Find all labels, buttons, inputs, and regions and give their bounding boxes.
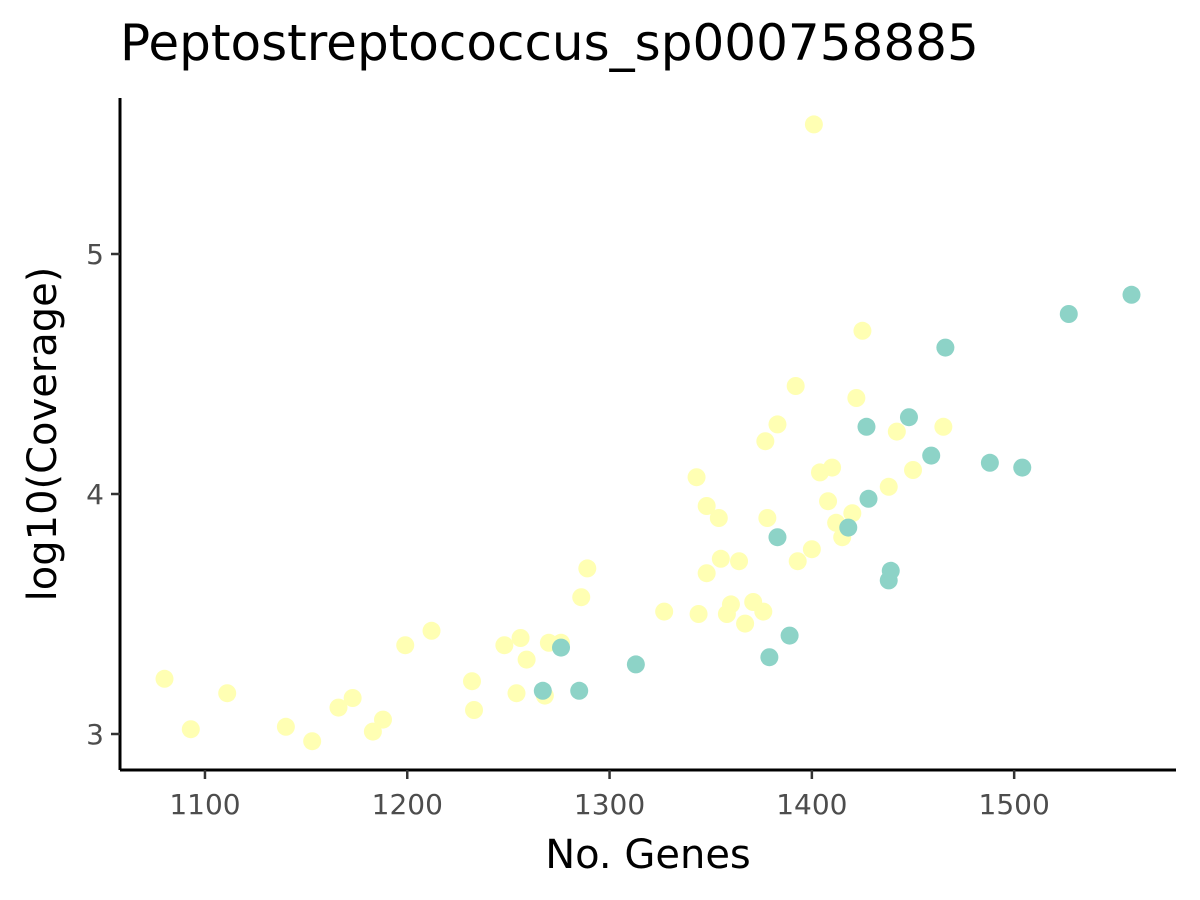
data-point: [343, 689, 362, 707]
data-point: [754, 602, 773, 621]
data-point: [786, 377, 805, 395]
ticks-layer: 1100 1200 1300 1400 1500 3 4 5: [86, 238, 1050, 821]
data-point: [721, 595, 740, 614]
data-point: [847, 389, 866, 407]
axes-layer: [118, 98, 1176, 772]
data-point: [181, 720, 200, 739]
data-point: [839, 518, 858, 537]
x-tick-label: 1500: [979, 788, 1050, 821]
data-point: [155, 669, 174, 688]
data-point: [922, 446, 941, 465]
data-point: [711, 549, 730, 568]
data-point: [697, 497, 716, 515]
data-point: [780, 626, 799, 645]
data-point: [758, 509, 777, 527]
data-point: [303, 732, 322, 751]
x-tick-label: 1200: [372, 788, 443, 821]
data-point: [465, 701, 484, 719]
data-point: [802, 540, 821, 559]
data-point: [819, 492, 838, 511]
y-tick-label: 5: [86, 238, 104, 271]
y-tick-label: 3: [86, 718, 104, 751]
data-point: [736, 614, 755, 633]
data-point: [756, 432, 775, 451]
data-point: [936, 338, 955, 357]
data-point: [218, 684, 237, 703]
data-point: [495, 636, 514, 655]
data-point: [533, 681, 552, 700]
data-point: [857, 417, 876, 436]
points-layer: [155, 115, 1141, 751]
y-tick-label: 4: [86, 478, 104, 511]
data-point: [730, 552, 749, 571]
data-point: [899, 408, 918, 427]
data-point: [859, 489, 878, 508]
data-point: [422, 621, 441, 640]
x-tick-label: 1300: [574, 788, 645, 821]
x-tick-label: 1100: [169, 788, 240, 821]
data-point: [760, 648, 779, 667]
data-point: [687, 468, 706, 487]
data-point: [517, 650, 536, 669]
data-point: [804, 115, 823, 134]
data-point: [1059, 305, 1078, 323]
data-point: [1013, 458, 1032, 477]
data-point: [572, 588, 591, 607]
x-tick-label: 1400: [776, 788, 847, 821]
data-point: [709, 509, 728, 527]
data-point: [788, 552, 807, 571]
data-point: [626, 655, 645, 674]
data-point: [768, 415, 787, 434]
data-point: [373, 710, 392, 729]
data-point: [853, 321, 872, 340]
y-axis-title: log10(Coverage): [20, 267, 66, 602]
data-point: [887, 422, 906, 441]
data-point: [843, 504, 862, 523]
data-point: [578, 559, 597, 578]
data-point: [655, 602, 674, 621]
data-point: [904, 461, 923, 479]
data-point: [552, 638, 571, 657]
data-point: [1122, 285, 1141, 304]
data-point: [329, 698, 348, 717]
chart-title: Peptostreptococcus_sp000758885: [120, 14, 979, 72]
data-point: [980, 453, 999, 472]
data-point: [511, 629, 530, 647]
data-point: [276, 717, 295, 736]
data-point: [570, 681, 589, 700]
data-point: [396, 636, 415, 655]
data-point: [463, 672, 481, 691]
data-point: [507, 684, 526, 703]
data-point: [689, 605, 708, 623]
data-point: [881, 561, 900, 580]
data-point: [697, 564, 716, 583]
data-point: [768, 528, 787, 547]
data-point: [363, 722, 382, 741]
x-axis-title: No. Genes: [545, 832, 751, 878]
data-point: [879, 477, 898, 496]
data-point: [823, 458, 842, 477]
data-point: [934, 417, 953, 436]
